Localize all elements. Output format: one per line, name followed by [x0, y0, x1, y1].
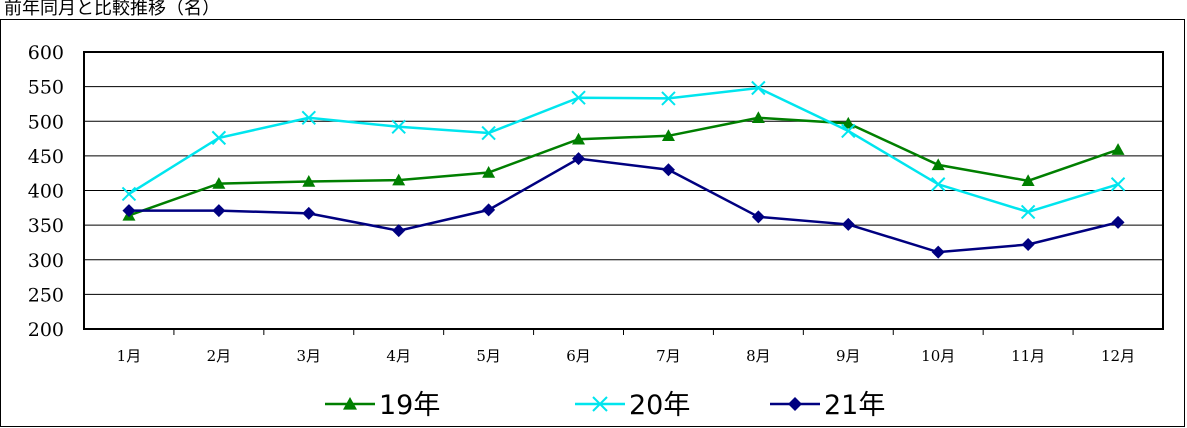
diamond-marker — [482, 203, 496, 217]
diamond-marker — [788, 397, 802, 411]
x-marker — [661, 91, 676, 106]
x-marker — [391, 119, 406, 134]
triangle-marker — [661, 129, 675, 141]
y-tick-label: 200 — [28, 319, 64, 341]
x-marker — [1020, 204, 1036, 220]
x-marker — [301, 110, 316, 125]
triangle-marker — [343, 397, 357, 410]
y-tick-label: 400 — [28, 181, 64, 203]
y-tick-label: 550 — [28, 77, 64, 99]
triangle-marker — [212, 177, 226, 189]
diamond-marker — [1021, 238, 1035, 252]
x-tick-label: 6月 — [566, 347, 591, 365]
y-tick-label: 250 — [28, 284, 64, 306]
x-tick-label: 3月 — [297, 347, 322, 365]
y-tick-label: 300 — [28, 250, 64, 272]
diamond-marker — [841, 217, 855, 231]
x-tick-label: 9月 — [836, 347, 861, 365]
x-tick-label: 4月 — [386, 347, 411, 365]
diamond-marker — [302, 206, 316, 220]
x-marker — [841, 123, 856, 139]
triangle-marker — [751, 111, 765, 123]
y-tick-label: 350 — [28, 215, 64, 237]
legend-item: 19年 — [325, 390, 440, 421]
legend-label: 19年 — [379, 390, 440, 421]
series-line — [128, 116, 1119, 217]
legend-label: 20年 — [629, 390, 690, 421]
triangle-marker — [1021, 174, 1035, 187]
triangle-marker — [572, 132, 586, 145]
x-marker — [1110, 177, 1126, 192]
x-tick-label: 2月 — [207, 347, 232, 365]
legend-label: 21年 — [824, 390, 885, 421]
diamond-marker — [212, 204, 226, 218]
x-marker — [571, 90, 586, 105]
x-tick-label: 8月 — [746, 347, 771, 365]
x-tick-label: 1月 — [117, 347, 142, 365]
diamond-marker — [392, 224, 406, 238]
x-marker — [211, 130, 227, 146]
y-tick-label: 600 — [28, 42, 64, 64]
series-line — [128, 86, 1119, 214]
legend-item: 20年 — [575, 390, 690, 421]
diamond-marker — [751, 210, 765, 224]
diamond-marker — [661, 163, 675, 177]
x-tick-label: 11月 — [1011, 347, 1045, 365]
triangle-marker — [302, 174, 316, 187]
chart-frame — [0, 19, 1185, 427]
triangle-marker — [482, 165, 496, 178]
x-marker — [751, 80, 766, 96]
header-text: 前年同月と比較推移（名） — [4, 0, 220, 19]
triangle-marker — [1111, 143, 1125, 155]
diamond-marker — [122, 204, 136, 218]
y-tick-label: 450 — [28, 146, 64, 168]
diamond-marker — [931, 245, 945, 259]
x-marker — [121, 186, 137, 202]
diamond-marker — [572, 152, 586, 166]
x-tick-label: 12月 — [1101, 347, 1135, 365]
y-tick-label: 500 — [28, 111, 64, 133]
x-marker — [931, 177, 946, 192]
x-tick-label: 5月 — [476, 347, 501, 365]
x-marker — [592, 396, 608, 412]
triangle-marker — [931, 158, 945, 171]
diamond-marker — [1111, 215, 1125, 229]
legend-item: 21年 — [770, 390, 885, 421]
triangle-marker — [392, 173, 406, 186]
series-line — [128, 157, 1119, 254]
x-marker — [481, 125, 496, 141]
x-tick-label: 10月 — [921, 347, 955, 365]
x-tick-label: 7月 — [656, 347, 681, 365]
triangle-marker — [841, 116, 855, 129]
